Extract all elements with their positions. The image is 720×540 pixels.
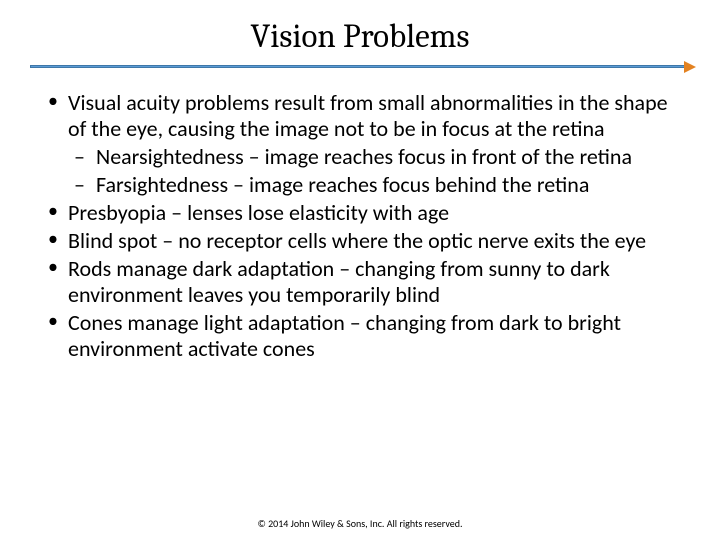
sub-bullet-item: Farsightedness – image reaches focus beh… (68, 172, 678, 198)
bullet-text: Presbyopia – lenses lose elasticity with… (68, 199, 449, 226)
sub-bullet-list: Nearsightedness – image reaches focus in… (68, 144, 678, 198)
bullet-list: Visual acuity problems result from small… (42, 90, 678, 362)
bullet-text: Rods manage dark adaptation – changing f… (68, 255, 610, 308)
arrow-icon (684, 61, 696, 73)
bullet-text: Cones manage light adaptation – changing… (68, 309, 621, 362)
bullet-item: Cones manage light adaptation – changing… (42, 310, 678, 362)
title-underline (30, 62, 690, 72)
sub-bullet-item: Nearsightedness – image reaches focus in… (68, 144, 678, 170)
bullet-item: Rods manage dark adaptation – changing f… (42, 256, 678, 308)
sub-bullet-text: Nearsightedness – image reaches focus in… (96, 143, 632, 170)
slide-title: Vision Problems (0, 0, 720, 62)
bullet-text: Visual acuity problems result from small… (68, 89, 668, 142)
slide-body: Visual acuity problems result from small… (0, 90, 720, 362)
bullet-item: Presbyopia – lenses lose elasticity with… (42, 200, 678, 226)
copyright-footer: © 2014 John Wiley & Sons, Inc. All right… (0, 517, 720, 530)
sub-bullet-text: Farsightedness – image reaches focus beh… (96, 171, 589, 198)
bullet-item: Blind spot – no receptor cells where the… (42, 228, 678, 254)
bullet-text: Blind spot – no receptor cells where the… (68, 227, 646, 254)
underline-bar (30, 65, 690, 68)
bullet-item: Visual acuity problems result from small… (42, 90, 678, 198)
